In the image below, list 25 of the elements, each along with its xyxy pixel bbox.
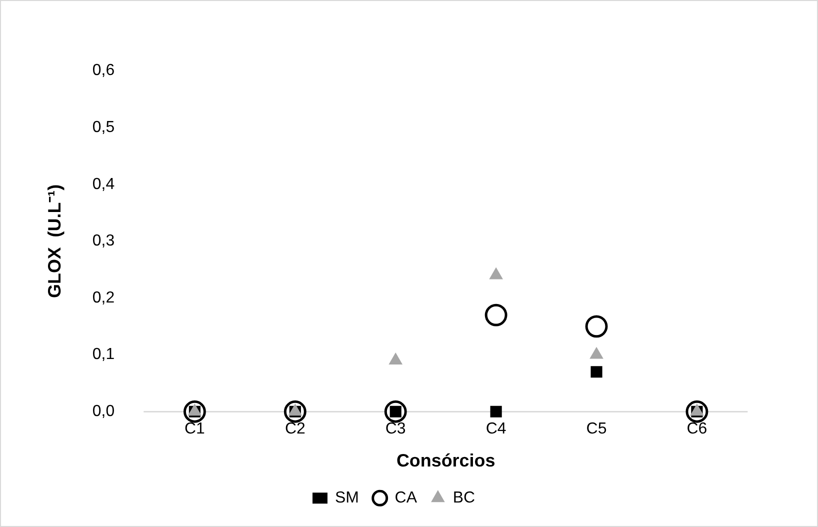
- x-tick-label: C3: [385, 420, 406, 438]
- point: [490, 406, 502, 418]
- point: [590, 347, 604, 359]
- point: [590, 366, 602, 378]
- y-tick-label: 0,0: [92, 403, 115, 420]
- point: [490, 268, 503, 280]
- x-tick-label: C1: [184, 420, 206, 438]
- y-tick-label: 0,3: [92, 232, 115, 250]
- y-tick-label: 0,6: [92, 62, 115, 80]
- x-tick-label: C6: [686, 420, 708, 438]
- y-tick-label: 0,5: [92, 118, 115, 136]
- point: [389, 353, 402, 364]
- point: [585, 315, 608, 338]
- x-tick-label: C2: [284, 420, 306, 438]
- y-axis-title: GLOX (U.L⁻¹): [44, 184, 65, 298]
- y-tick-label: 0,1: [92, 346, 115, 364]
- x-axis-title: Consórcios: [396, 450, 496, 470]
- point: [484, 304, 508, 326]
- legend-label: SM: [334, 490, 359, 506]
- legend-label: CA: [394, 490, 418, 506]
- x-tick-label: C4: [486, 420, 506, 438]
- y-tick-label: 0,2: [92, 289, 115, 306]
- legend-label: BC: [452, 490, 476, 506]
- x-tick-label: C5: [586, 420, 607, 438]
- y-tick-label: 0,4: [92, 176, 115, 193]
